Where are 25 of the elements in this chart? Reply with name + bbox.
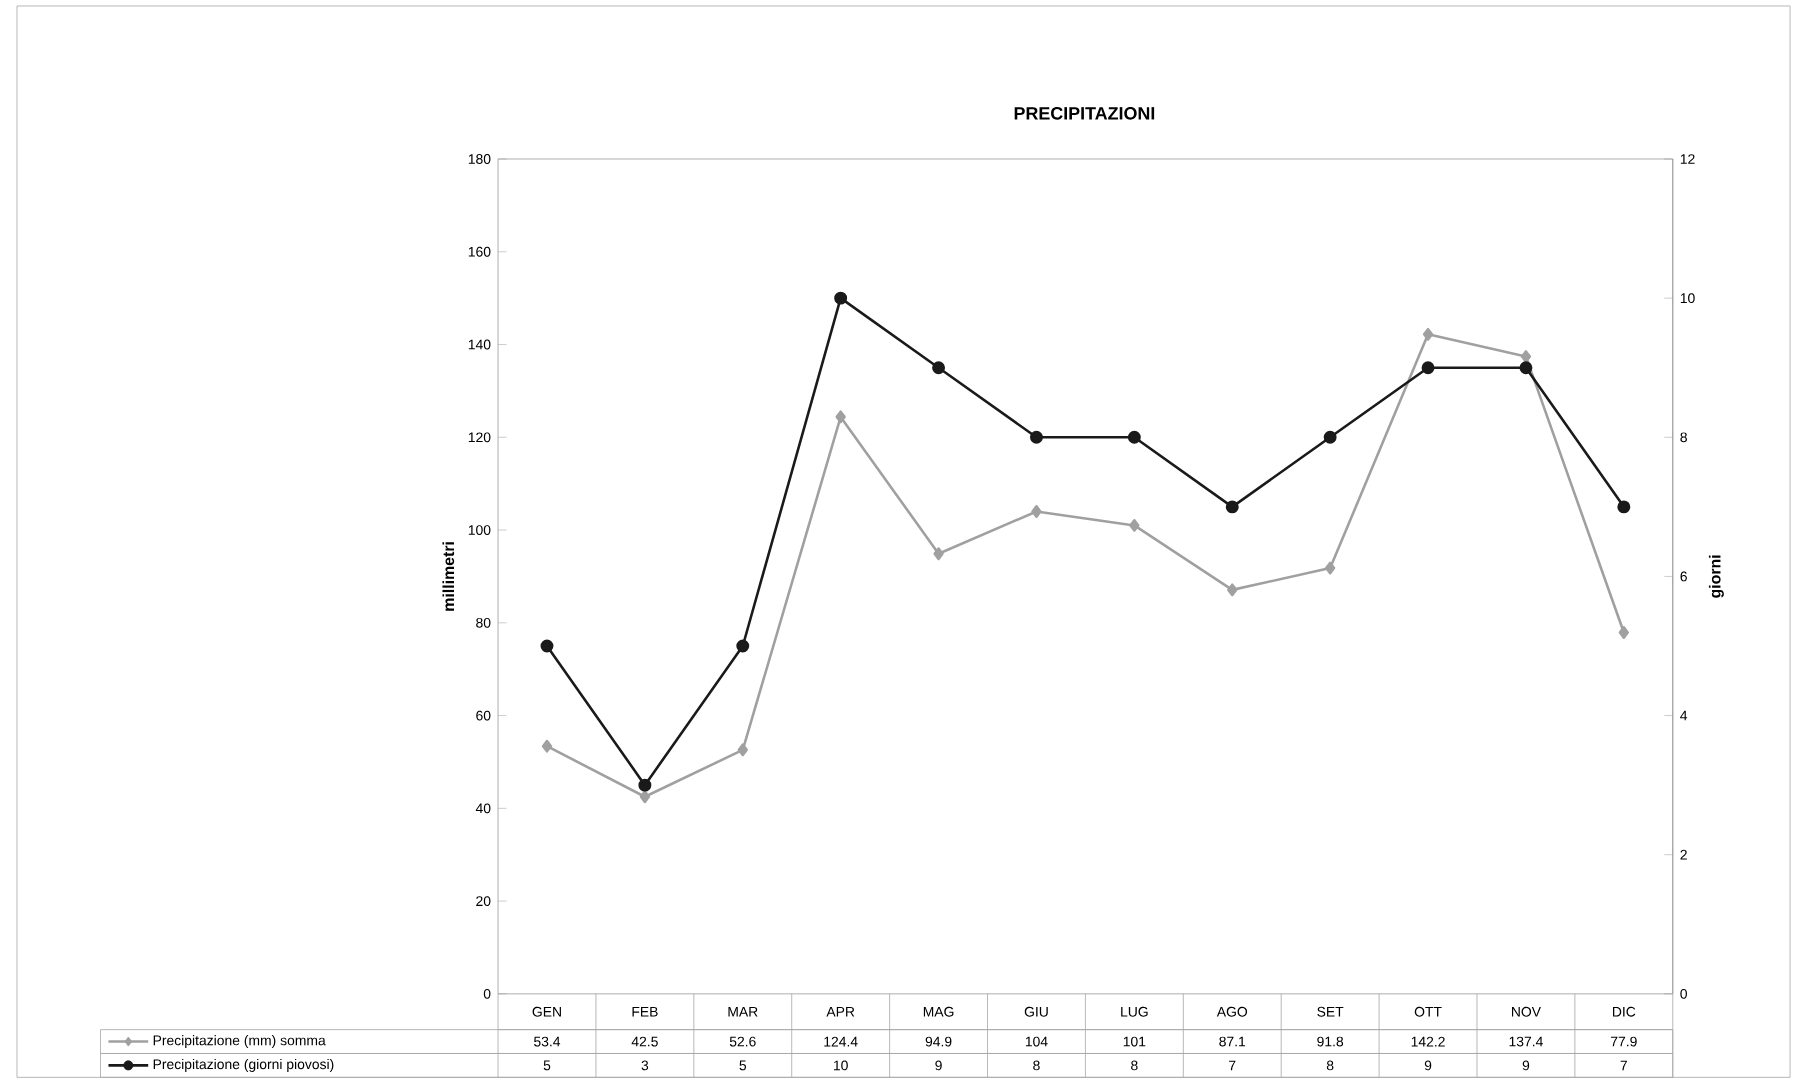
point xyxy=(737,743,748,757)
point xyxy=(1030,431,1043,445)
point xyxy=(1227,583,1238,597)
point xyxy=(1519,361,1533,375)
chart-title: PRECIPITAZIONI xyxy=(1014,107,1155,120)
point xyxy=(1422,328,1434,342)
point xyxy=(1127,431,1141,445)
point xyxy=(1617,500,1631,514)
point xyxy=(638,779,652,792)
point xyxy=(639,790,651,804)
point xyxy=(540,639,554,653)
point xyxy=(1225,500,1239,514)
point xyxy=(1324,561,1336,575)
point xyxy=(1031,505,1042,519)
point xyxy=(736,639,750,653)
point xyxy=(1421,361,1435,375)
point xyxy=(1520,350,1532,364)
point xyxy=(1129,519,1140,533)
point xyxy=(933,547,944,561)
point xyxy=(834,292,848,305)
point xyxy=(932,361,946,375)
point xyxy=(835,410,846,424)
point xyxy=(1618,626,1629,640)
point xyxy=(541,740,553,753)
point xyxy=(1323,431,1337,445)
